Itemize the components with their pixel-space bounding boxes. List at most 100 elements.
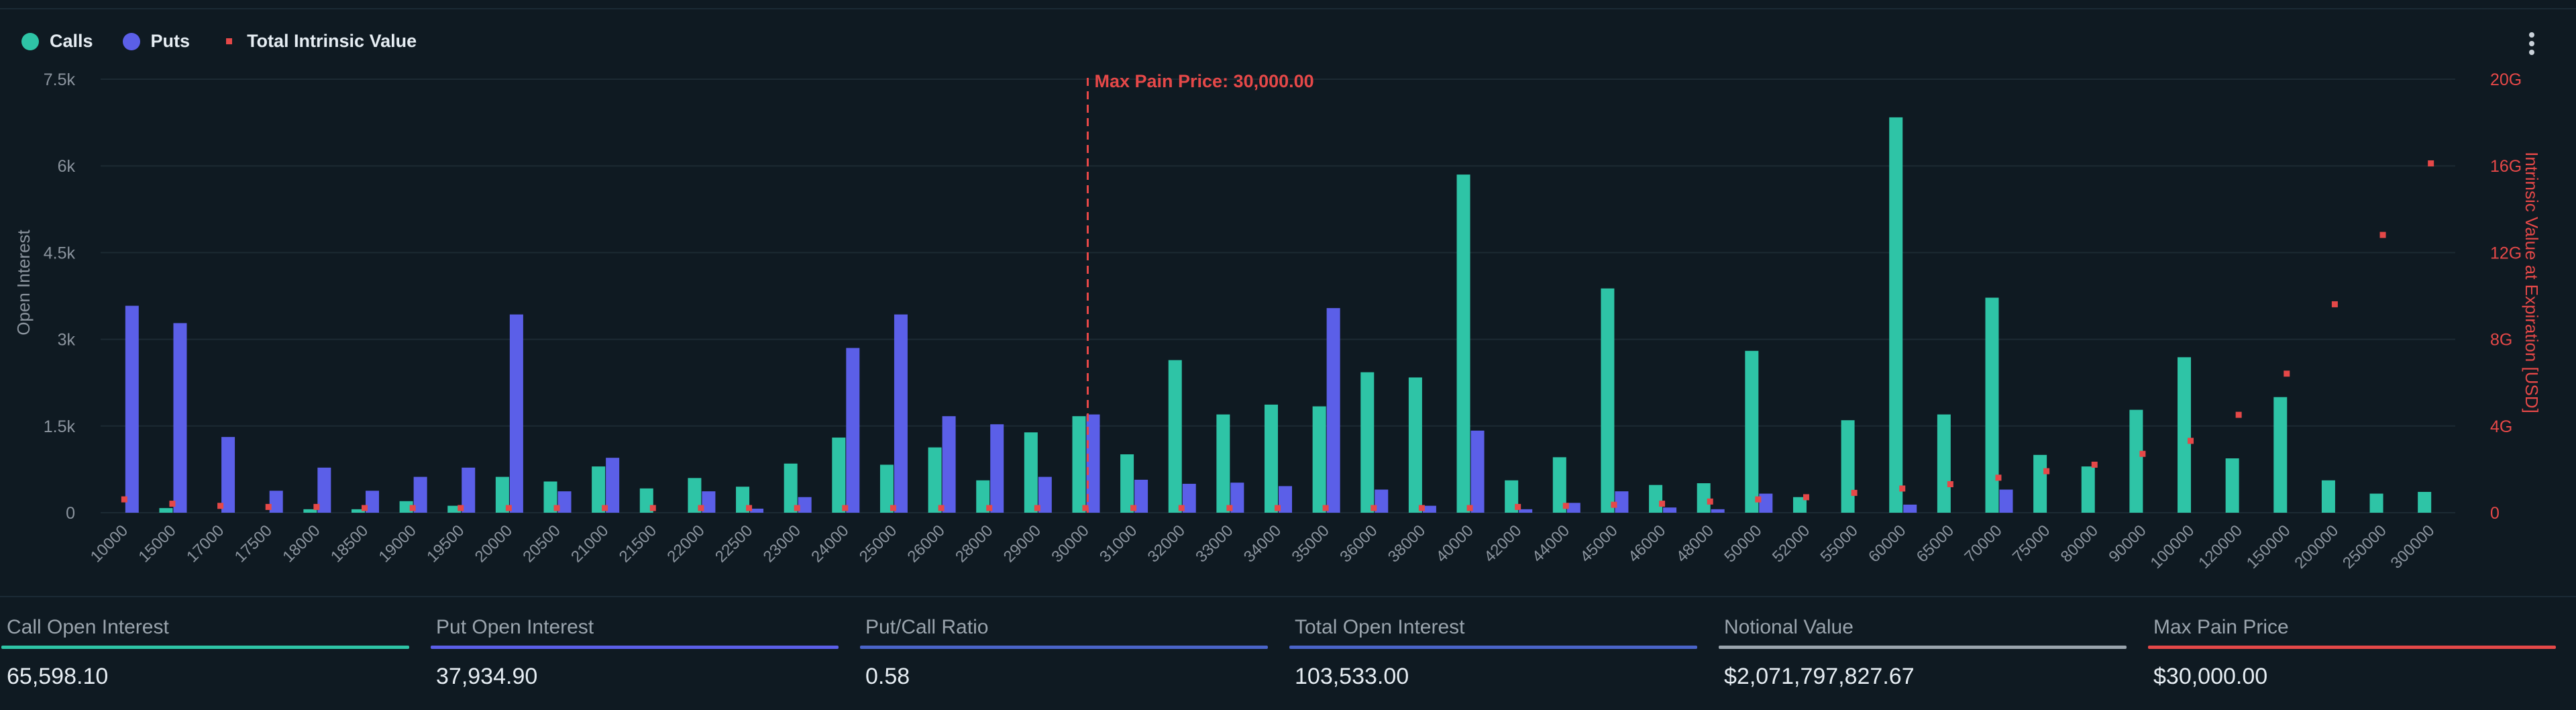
calls-bar — [1601, 288, 1615, 513]
stat-max-pain-price: Max Pain Price $30,000.00 — [2147, 613, 2556, 690]
intrinsic-point — [121, 496, 127, 503]
x-tick-label: 18500 — [327, 521, 372, 566]
calls-bar — [1937, 414, 1951, 513]
calls-bar — [2321, 480, 2335, 513]
puts-bar — [1038, 476, 1052, 513]
stat-label: Total Open Interest — [1295, 616, 1465, 638]
x-tick-label: 21000 — [568, 521, 612, 566]
x-tick-label: 20500 — [519, 521, 564, 566]
intrinsic-point — [1082, 505, 1089, 511]
more-options-icon[interactable] — [2522, 32, 2541, 59]
puts-bar — [1375, 489, 1389, 513]
intrinsic-point — [2428, 160, 2434, 166]
calls-bar — [2129, 409, 2143, 513]
calls-bar — [1216, 414, 1230, 513]
legend-item-calls[interactable]: Calls — [21, 31, 93, 52]
y-tick-label: 7.5k — [44, 70, 76, 89]
intrinsic-swatch-icon — [226, 38, 233, 44]
calls-bar — [495, 476, 509, 513]
calls-bar — [2178, 357, 2192, 513]
calls-bar — [2081, 466, 2095, 513]
puts-bar — [1422, 505, 1436, 513]
x-tick-label: 20000 — [472, 521, 516, 566]
x-tick-label: 48000 — [1673, 521, 1717, 566]
stat-label: Put Open Interest — [436, 616, 594, 638]
x-tick-label: 22000 — [663, 521, 708, 566]
intrinsic-point — [1418, 505, 1425, 511]
puts-bar — [173, 323, 187, 513]
x-tick-label: 38000 — [1385, 521, 1429, 566]
x-tick-label: 250000 — [2339, 521, 2390, 572]
puts-bar — [750, 508, 764, 513]
legend-item-intrinsic[interactable]: Total Intrinsic Value — [219, 31, 417, 52]
calls-bar — [976, 480, 990, 513]
puts-bar — [1663, 507, 1677, 513]
puts-bar — [365, 491, 379, 513]
stat-total-open-interest: Total Open Interest 103,533.00 — [1288, 613, 1697, 690]
stat-value: $30,000.00 — [2153, 664, 2268, 689]
intrinsic-point — [313, 503, 320, 510]
intrinsic-point — [1515, 503, 1521, 510]
puts-bar — [990, 424, 1004, 513]
intrinsic-point — [1275, 505, 1281, 511]
puts-bar — [1519, 509, 1533, 513]
intrinsic-point — [1659, 501, 1666, 507]
intrinsic-point — [169, 501, 176, 507]
x-tick-label: 200000 — [2291, 521, 2342, 572]
x-tick-label: 26000 — [904, 521, 949, 566]
x-tick-label: 120000 — [2195, 521, 2246, 572]
x-tick-label: 70000 — [1961, 521, 2005, 566]
x-tick-label: 75000 — [2009, 521, 2053, 566]
puts-bar — [462, 467, 476, 513]
x-tick-label: 29000 — [1000, 521, 1044, 566]
stat-put-open-interest: Put Open Interest 37,934.90 — [429, 613, 839, 690]
puts-bar — [1470, 430, 1485, 513]
x-tick-label: 17000 — [183, 521, 227, 566]
calls-bar — [1697, 483, 1711, 513]
y-tick-label: 6k — [58, 157, 76, 176]
stat-notional-value: Notional Value $2,071,797,827.67 — [1717, 613, 2127, 690]
calls-bar — [1408, 377, 1422, 513]
calls-bar — [2033, 454, 2047, 513]
calls-bar — [1985, 297, 1999, 513]
intrinsic-point — [2043, 468, 2050, 474]
puts-bar — [1903, 504, 1917, 513]
x-tick-label: 45000 — [1576, 521, 1621, 566]
legend-intrinsic-label: Total Intrinsic Value — [247, 31, 417, 51]
stat-call-open-interest: Call Open Interest 65,598.10 — [0, 613, 409, 690]
x-tick-label: 24000 — [808, 521, 852, 566]
x-tick-label: 34000 — [1240, 521, 1285, 566]
x-tick-label: 19500 — [423, 521, 468, 566]
chart-legend: Calls Puts Total Intrinsic Value — [21, 31, 446, 52]
calls-bar — [928, 447, 942, 513]
intrinsic-point — [409, 505, 416, 511]
stat-put-call-ratio: Put/Call Ratio 0.58 — [859, 613, 1268, 690]
y2-axis-title: Intrinsic Value at Expiration [USD] — [2522, 152, 2542, 413]
x-tick-label: 23000 — [760, 521, 804, 566]
puts-bar — [702, 491, 716, 513]
y-tick-label: 4.5k — [44, 244, 76, 262]
intrinsic-point — [746, 505, 753, 511]
y2-tick-label: 16G — [2490, 157, 2522, 176]
calls-bar — [1265, 404, 1278, 513]
stat-underline — [1289, 646, 1697, 649]
x-tick-label: 52000 — [1769, 521, 1813, 566]
intrinsic-point — [1899, 485, 1906, 492]
x-tick-label: 15000 — [135, 521, 179, 566]
legend-item-puts[interactable]: Puts — [122, 31, 191, 52]
x-tick-label: 60000 — [1865, 521, 1909, 566]
puts-bar — [894, 314, 908, 513]
y-axis-title: Open Interest — [13, 229, 34, 335]
puts-bar — [125, 305, 139, 513]
stat-value: 37,934.90 — [436, 664, 538, 689]
x-tick-label: 32000 — [1144, 521, 1189, 566]
puts-bar — [317, 467, 331, 513]
calls-bar — [543, 481, 557, 513]
legend-puts-label: Puts — [150, 31, 191, 51]
intrinsic-point — [265, 503, 272, 510]
calls-bar — [784, 463, 798, 513]
stat-value: 0.58 — [865, 664, 910, 689]
puts-bar — [269, 491, 283, 513]
intrinsic-point — [2188, 438, 2194, 444]
calls-bar — [832, 438, 846, 513]
